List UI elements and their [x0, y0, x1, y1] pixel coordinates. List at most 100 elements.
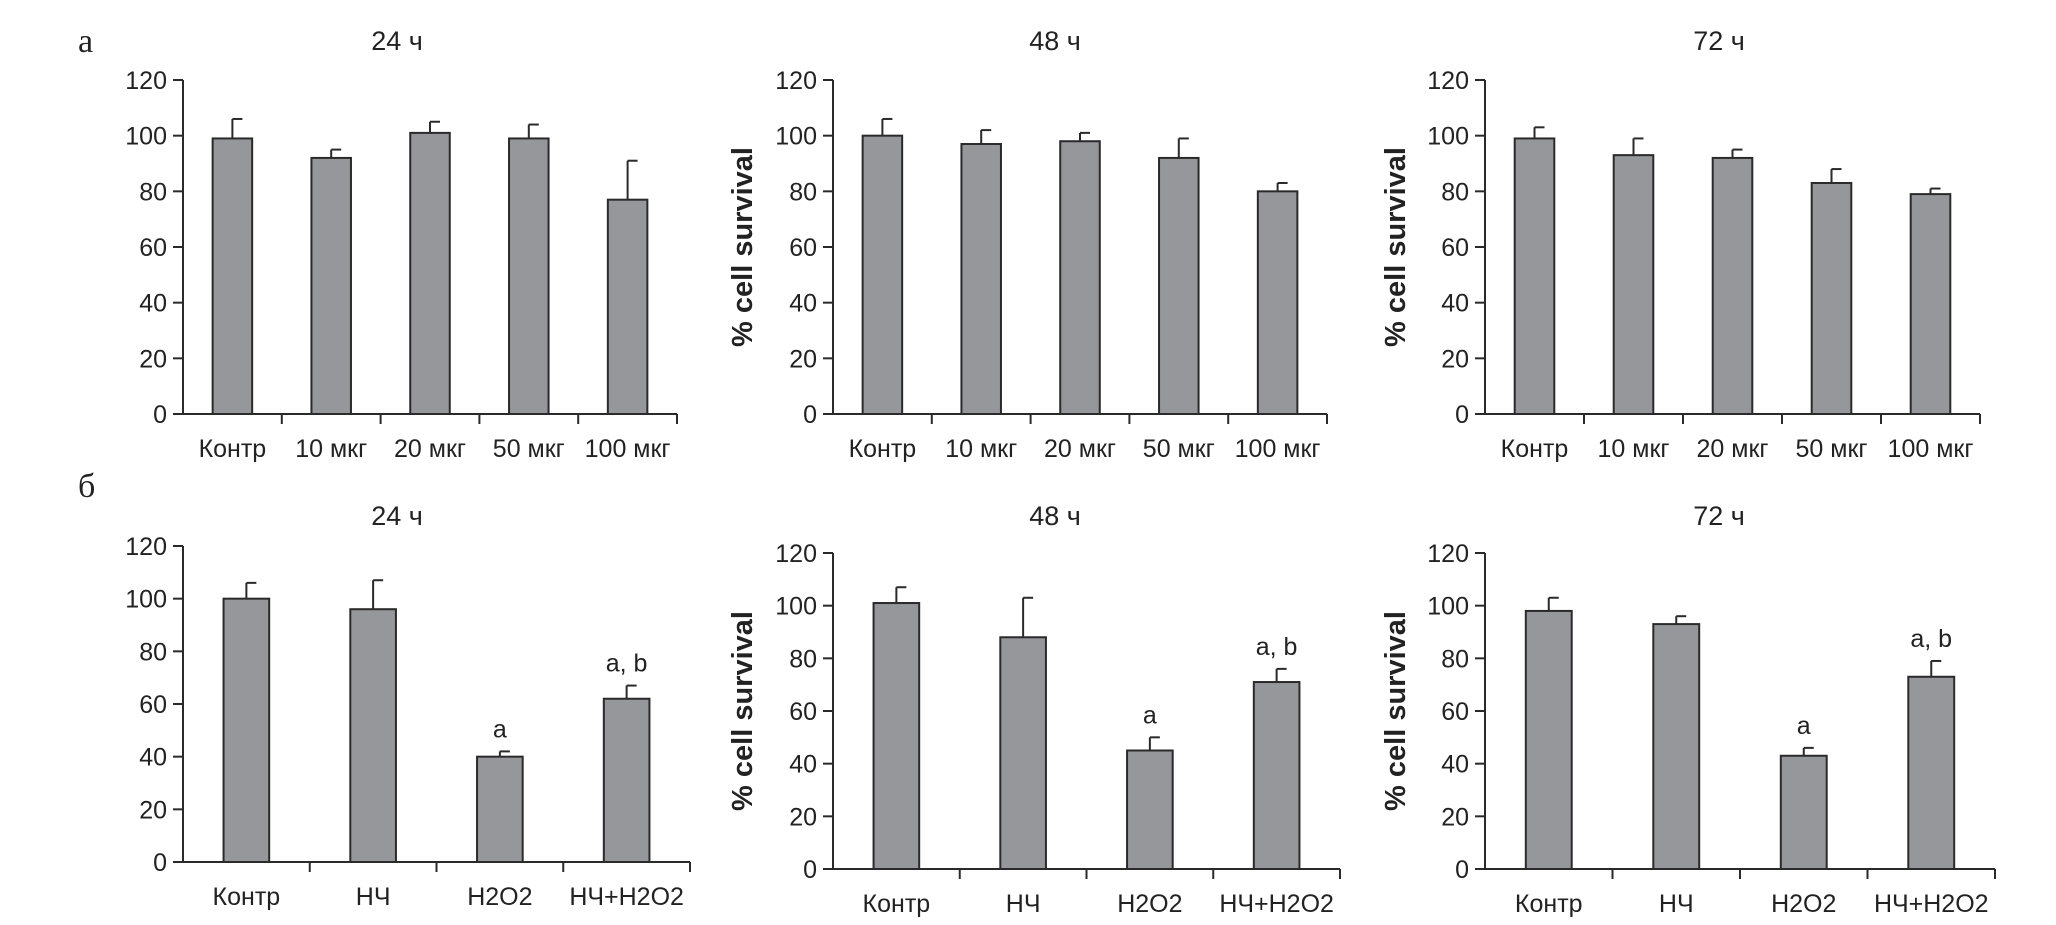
x-tick-label: 50 мкг	[493, 435, 565, 463]
bar	[1513, 137, 1556, 415]
y-tick-label: 60	[1441, 234, 1469, 262]
x-tick-label: H2O2	[1771, 890, 1836, 918]
significance-label: a	[493, 715, 507, 743]
x-tick-label: 100 мкг	[1888, 435, 1974, 463]
bar	[602, 697, 651, 863]
chart-6: 72 ч % cell survival 0 20 40 60 80 100 120 Контр Н…	[1380, 501, 1996, 918]
y-axis-label: % cell survival	[727, 147, 759, 347]
y-tick-label: 0	[1455, 856, 1469, 884]
bar	[999, 636, 1047, 870]
x-tick-label: 10 мкг	[945, 435, 1017, 463]
y-tick-label: 80	[789, 645, 817, 673]
y-axis-label: % cell survival	[1380, 147, 1412, 347]
x-tick-label: НЧ	[1659, 890, 1694, 918]
chart-2: 48 ч % cell survival 0 20 40 60 80 100 120 Контр 1…	[727, 26, 1328, 463]
y-tick-label: 100	[1427, 593, 1469, 621]
x-tick-label: Контр	[863, 890, 931, 918]
x-tick-label: НЧ	[356, 883, 391, 911]
significance-label: a, b	[606, 650, 648, 678]
y-tick-label: 100	[775, 593, 817, 621]
bar	[1907, 675, 1956, 870]
x-tick-label: НЧ	[1006, 890, 1041, 918]
y-tick-label: 0	[803, 401, 817, 429]
chart-4: 24 ч 0 20 40 60 80 100 120 Контр НЧ H2O2 a НЧ+H2O2 a,…	[125, 501, 691, 911]
y-tick-label: 80	[1441, 178, 1469, 206]
y-tick-label: 20	[1441, 345, 1469, 373]
x-tick-label: НЧ+H2O2	[569, 883, 684, 911]
x-tick-label: 10 мкг	[1598, 435, 1670, 463]
x-tick-label: H2O2	[1117, 890, 1182, 918]
chart-1: 24 ч 0 20 40 60 80 100 120 Контр 10 мкг 20 мкг 50 м…	[125, 26, 678, 463]
significance-label: a, b	[1910, 625, 1952, 653]
y-tick-label: 20	[139, 345, 167, 373]
chart-5: 48 ч % cell survival 0 20 40 60 80 100 120 Контр Н…	[727, 501, 1341, 918]
x-tick-label: Контр	[213, 883, 281, 911]
bar	[222, 597, 271, 864]
x-tick-label: Контр	[199, 435, 267, 463]
y-tick-label: 20	[1441, 803, 1469, 831]
x-tick-label: НЧ+H2O2	[1874, 890, 1989, 918]
y-tick-label: 60	[1441, 698, 1469, 726]
y-tick-label: 20	[789, 803, 817, 831]
y-tick-label: 60	[139, 691, 167, 719]
x-tick-label: 100 мкг	[1235, 435, 1321, 463]
significance-label: a, b	[1256, 633, 1298, 661]
bar	[1158, 156, 1200, 416]
chart-title: 72 ч	[1693, 26, 1745, 56]
bar	[1256, 190, 1299, 415]
bar	[310, 156, 352, 416]
y-tick-label: 40	[139, 744, 167, 772]
y-tick-label: 120	[775, 540, 817, 568]
bar	[1126, 749, 1174, 870]
y-tick-label: 120	[125, 67, 167, 95]
x-tick-label: H2O2	[467, 883, 532, 911]
significance-label: a	[1797, 712, 1811, 740]
y-tick-label: 60	[789, 234, 817, 262]
y-tick-label: 60	[139, 234, 167, 262]
bar	[1779, 754, 1828, 870]
y-tick-label: 100	[1427, 123, 1469, 151]
x-tick-label: 20 мкг	[1697, 435, 1769, 463]
x-tick-label: Контр	[1501, 435, 1569, 463]
y-tick-label: 100	[125, 123, 167, 151]
y-tick-label: 80	[1441, 645, 1469, 673]
y-tick-label: 40	[789, 751, 817, 779]
chart-title: 48 ч	[1029, 26, 1081, 56]
chart-title: 24 ч	[371, 501, 423, 531]
y-tick-label: 40	[139, 290, 167, 318]
bar	[349, 608, 397, 864]
chart-title: 24 ч	[371, 26, 423, 56]
y-tick-label: 20	[139, 796, 167, 824]
bar	[1810, 181, 1853, 415]
panel-letter-a: а	[78, 23, 93, 60]
bar	[1711, 156, 1754, 416]
significance-label: a	[1143, 701, 1157, 729]
y-tick-label: 120	[1427, 540, 1469, 568]
x-tick-label: 20 мкг	[1044, 435, 1116, 463]
y-axis-label: % cell survival	[1380, 611, 1412, 811]
y-tick-label: 100	[775, 123, 817, 151]
bar	[960, 143, 1002, 415]
y-tick-label: 0	[1455, 401, 1469, 429]
bar	[872, 602, 921, 870]
bar	[1524, 609, 1573, 871]
x-tick-label: 50 мкг	[1143, 435, 1215, 463]
x-tick-label: 20 мкг	[394, 435, 466, 463]
y-tick-label: 40	[1441, 290, 1469, 318]
panel-letter-b: б	[78, 468, 95, 505]
bar	[1612, 154, 1655, 415]
bar	[1252, 681, 1301, 870]
bar	[409, 131, 451, 415]
bar	[1652, 623, 1701, 870]
y-tick-label: 0	[153, 849, 167, 877]
y-tick-label: 0	[153, 401, 167, 429]
bar	[1909, 193, 1952, 415]
bar	[211, 137, 254, 415]
bar	[606, 198, 649, 415]
y-tick-label: 40	[1441, 751, 1469, 779]
y-tick-label: 0	[803, 856, 817, 884]
y-tick-label: 80	[789, 178, 817, 206]
x-tick-label: Контр	[1515, 890, 1583, 918]
chart-title: 72 ч	[1693, 501, 1745, 531]
x-tick-label: 10 мкг	[295, 435, 367, 463]
